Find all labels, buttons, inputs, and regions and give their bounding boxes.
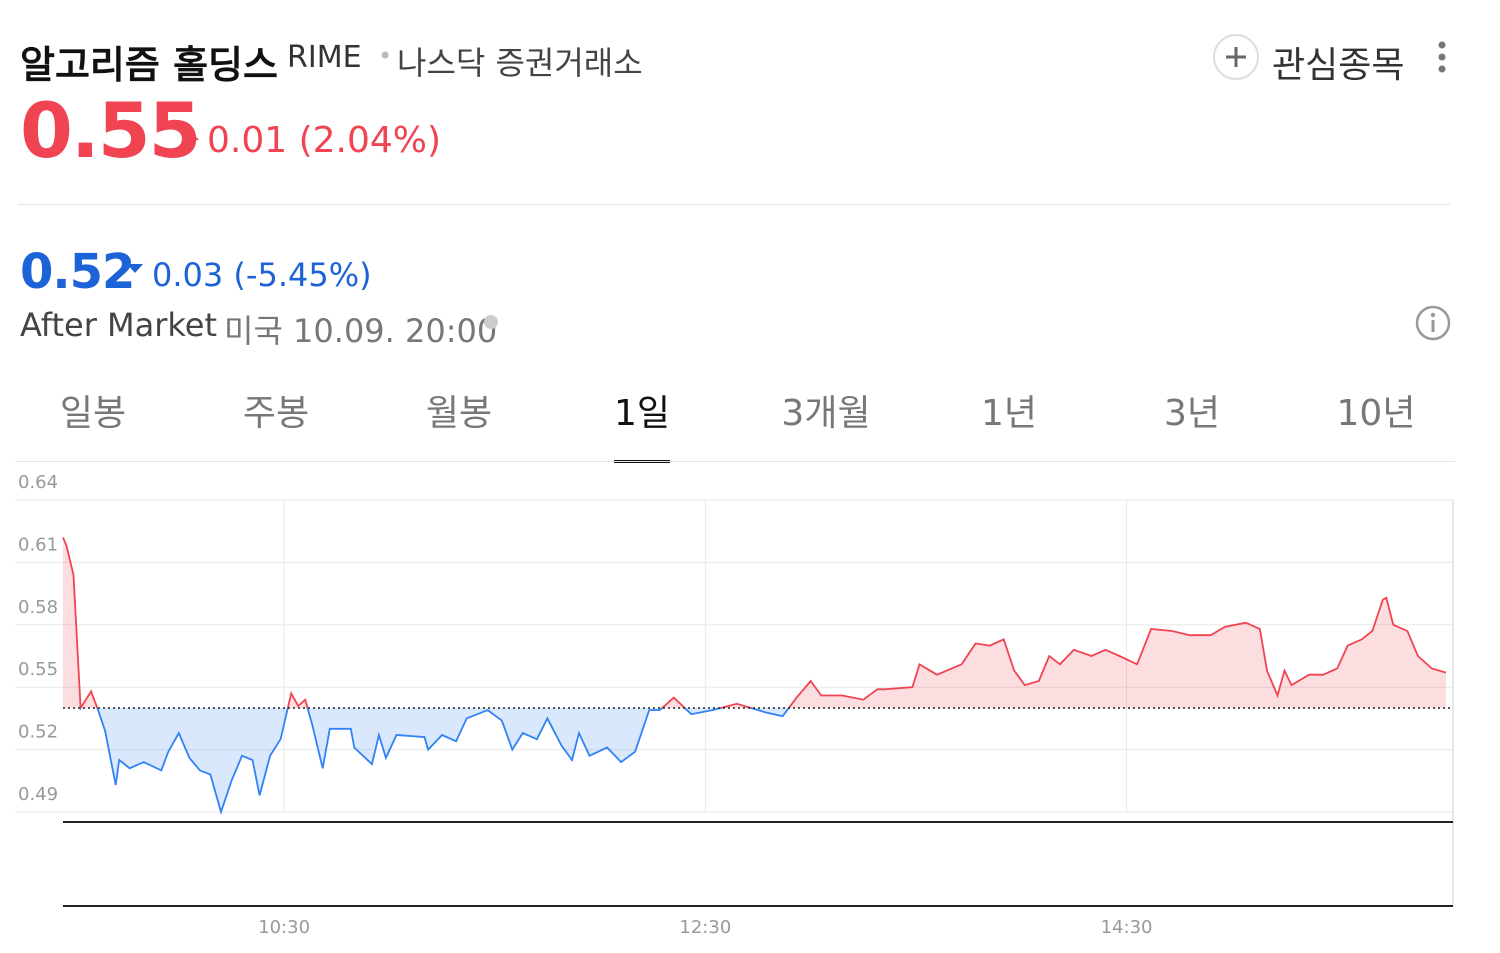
info-icon[interactable]	[1414, 304, 1452, 342]
down-arrow	[127, 264, 143, 273]
after-market-label: After Market	[20, 306, 218, 344]
period-tab[interactable]: 10년	[1336, 393, 1416, 434]
y-tick-label: 0.61	[18, 534, 58, 555]
more-menu[interactable]	[1434, 40, 1450, 76]
period-tab[interactable]: 주봉	[242, 393, 310, 434]
exchange: 나스닥 증권거래소	[397, 44, 643, 82]
y-tick-label: 0.52	[18, 722, 58, 743]
after-market-time: 미국 10.09. 20:00	[224, 312, 498, 350]
current-price: 0.55	[20, 86, 202, 175]
y-tick-label: 0.55	[18, 659, 58, 680]
period-tab[interactable]: 3개월	[781, 393, 871, 434]
period-tab[interactable]: 1년	[980, 393, 1038, 434]
period-tab[interactable]: 월봉	[425, 393, 493, 434]
price-chart: 0.49 0.52 0.55 0.58 0.61 0.64 10:30 12:30 14:30	[15, 472, 1454, 938]
watch-label[interactable]: 관심종목	[1272, 45, 1405, 86]
price-area	[63, 708, 1446, 812]
x-tick-label: 14:30	[1101, 917, 1153, 938]
status-dot	[484, 315, 498, 329]
period-tab[interactable]: 3년	[1163, 393, 1221, 434]
y-tick-label: 0.49	[18, 784, 58, 805]
price-line	[79, 708, 790, 816]
plus-icon	[1226, 47, 1246, 67]
x-tick-label: 12:30	[679, 917, 731, 938]
y-tick-label: 0.64	[18, 472, 58, 493]
price-line	[62, 537, 1447, 708]
tab-divider	[15, 461, 1455, 462]
price-area	[63, 537, 1446, 708]
after-market-change: 0.03 (-5.45%)	[152, 256, 372, 294]
y-tick-label: 0.58	[18, 597, 58, 618]
x-tick-label: 10:30	[258, 917, 310, 938]
divider	[18, 204, 1450, 205]
ticker: RIME	[287, 40, 362, 75]
period-tab[interactable]: 1일	[613, 393, 671, 434]
period-tab[interactable]: 일봉	[59, 393, 127, 434]
up-arrow	[183, 131, 199, 140]
separator-dot: •	[378, 42, 393, 70]
price-change: 0.01 (2.04%)	[207, 120, 442, 161]
stock-name: 알고리즘 홀딩스	[20, 43, 278, 87]
watch-add-button[interactable]	[1213, 34, 1259, 80]
after-market-price: 0.52	[20, 244, 135, 300]
